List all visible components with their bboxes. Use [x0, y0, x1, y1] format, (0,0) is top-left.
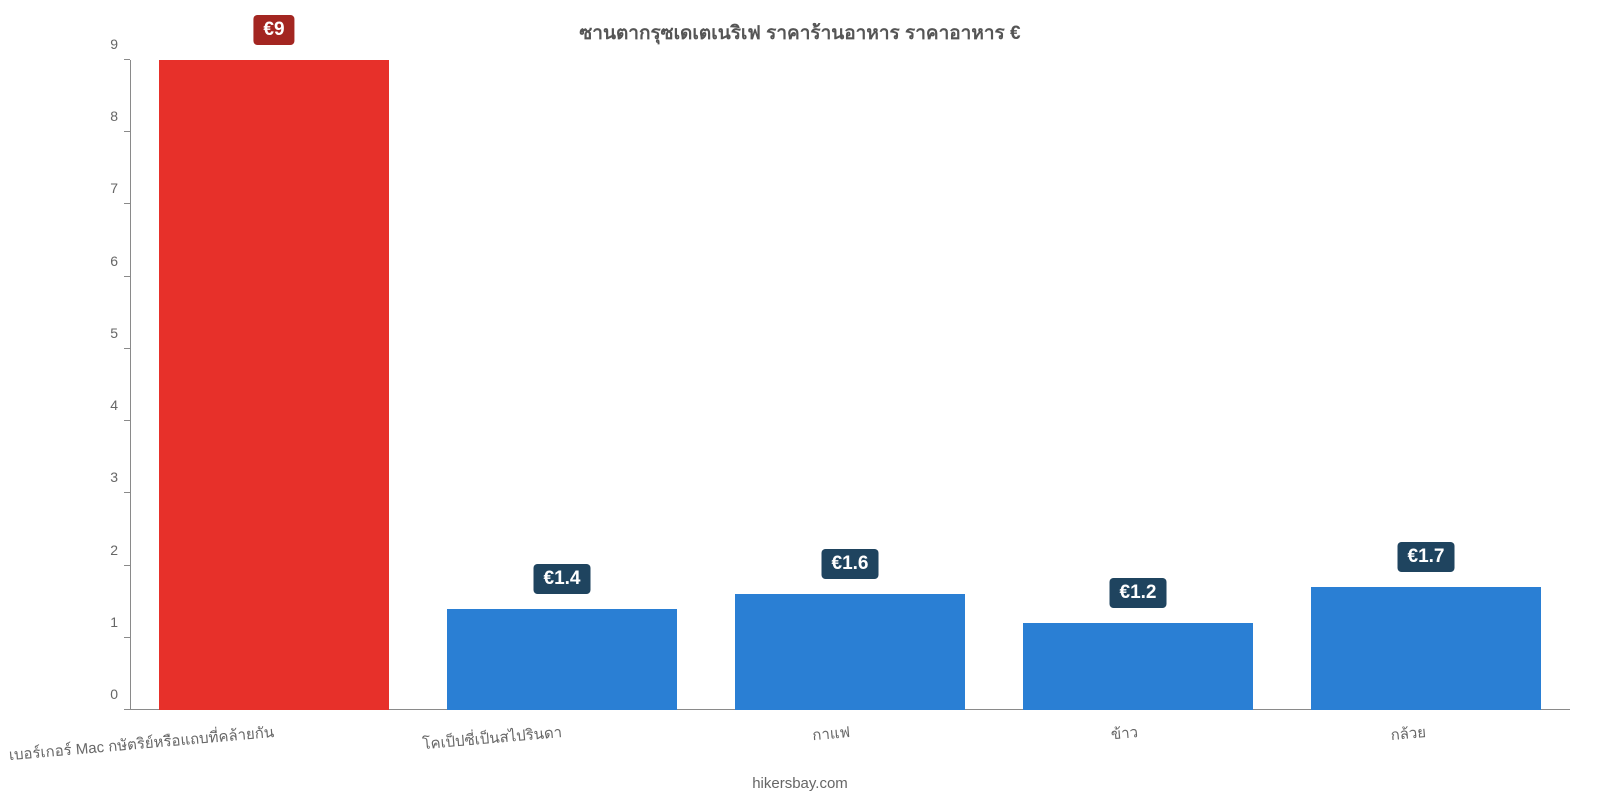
- y-tick-label: 2: [110, 542, 118, 558]
- y-tick-label: 1: [110, 614, 118, 630]
- bar-value-label: €1.7: [1398, 542, 1455, 572]
- bar: [1311, 587, 1541, 710]
- bar: [159, 60, 389, 710]
- y-tick-label: 6: [110, 253, 118, 269]
- bar: [735, 594, 965, 710]
- y-tick-label: 0: [110, 686, 118, 702]
- bar-value-label: €9: [253, 15, 294, 45]
- bar-slot: €1.7กล้วย: [1282, 60, 1570, 710]
- y-tick-label: 5: [110, 325, 118, 341]
- y-tick-label: 8: [110, 108, 118, 124]
- bar: [1023, 623, 1253, 710]
- bar-value-label: €1.6: [822, 549, 879, 579]
- bar-slot: €1.4โคเป็ปซี่เป็นสไปรินดา: [418, 60, 706, 710]
- bar-value-label: €1.2: [1110, 578, 1167, 608]
- category-label: กาแฟ: [811, 720, 851, 747]
- y-tick-label: 7: [110, 180, 118, 196]
- category-label: โคเป็ปซี่เป็นสไปรินดา: [421, 720, 563, 756]
- category-label: เบอร์เกอร์ Mac กษัตริย์หรือแถบที่คล้ายกั…: [8, 720, 275, 767]
- bar-slot: €1.2ข้าว: [994, 60, 1282, 710]
- bar-value-label: €1.4: [534, 564, 591, 594]
- category-label: ข้าว: [1110, 720, 1139, 746]
- y-tick-label: 9: [110, 36, 118, 52]
- chart-title: ซานตากรุซเดเตเนริเฟ ราคาร้านอาหาร ราคาอา…: [579, 18, 1020, 48]
- bar-slot: €9เบอร์เกอร์ Mac กษัตริย์หรือแถบที่คล้าย…: [130, 60, 418, 710]
- bar: [447, 609, 677, 710]
- bar-slot: €1.6กาแฟ: [706, 60, 994, 710]
- category-label: กล้วย: [1390, 720, 1427, 747]
- attribution-text: hikersbay.com: [752, 775, 848, 792]
- y-tick-label: 4: [110, 397, 118, 413]
- y-tick-label: 3: [110, 469, 118, 485]
- chart-plot-area: 0123456789 €9เบอร์เกอร์ Mac กษัตริย์หรือ…: [130, 60, 1570, 710]
